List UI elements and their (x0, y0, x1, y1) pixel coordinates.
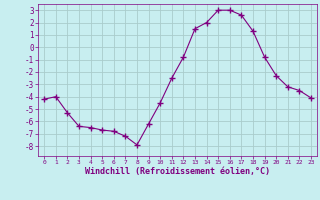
X-axis label: Windchill (Refroidissement éolien,°C): Windchill (Refroidissement éolien,°C) (85, 167, 270, 176)
